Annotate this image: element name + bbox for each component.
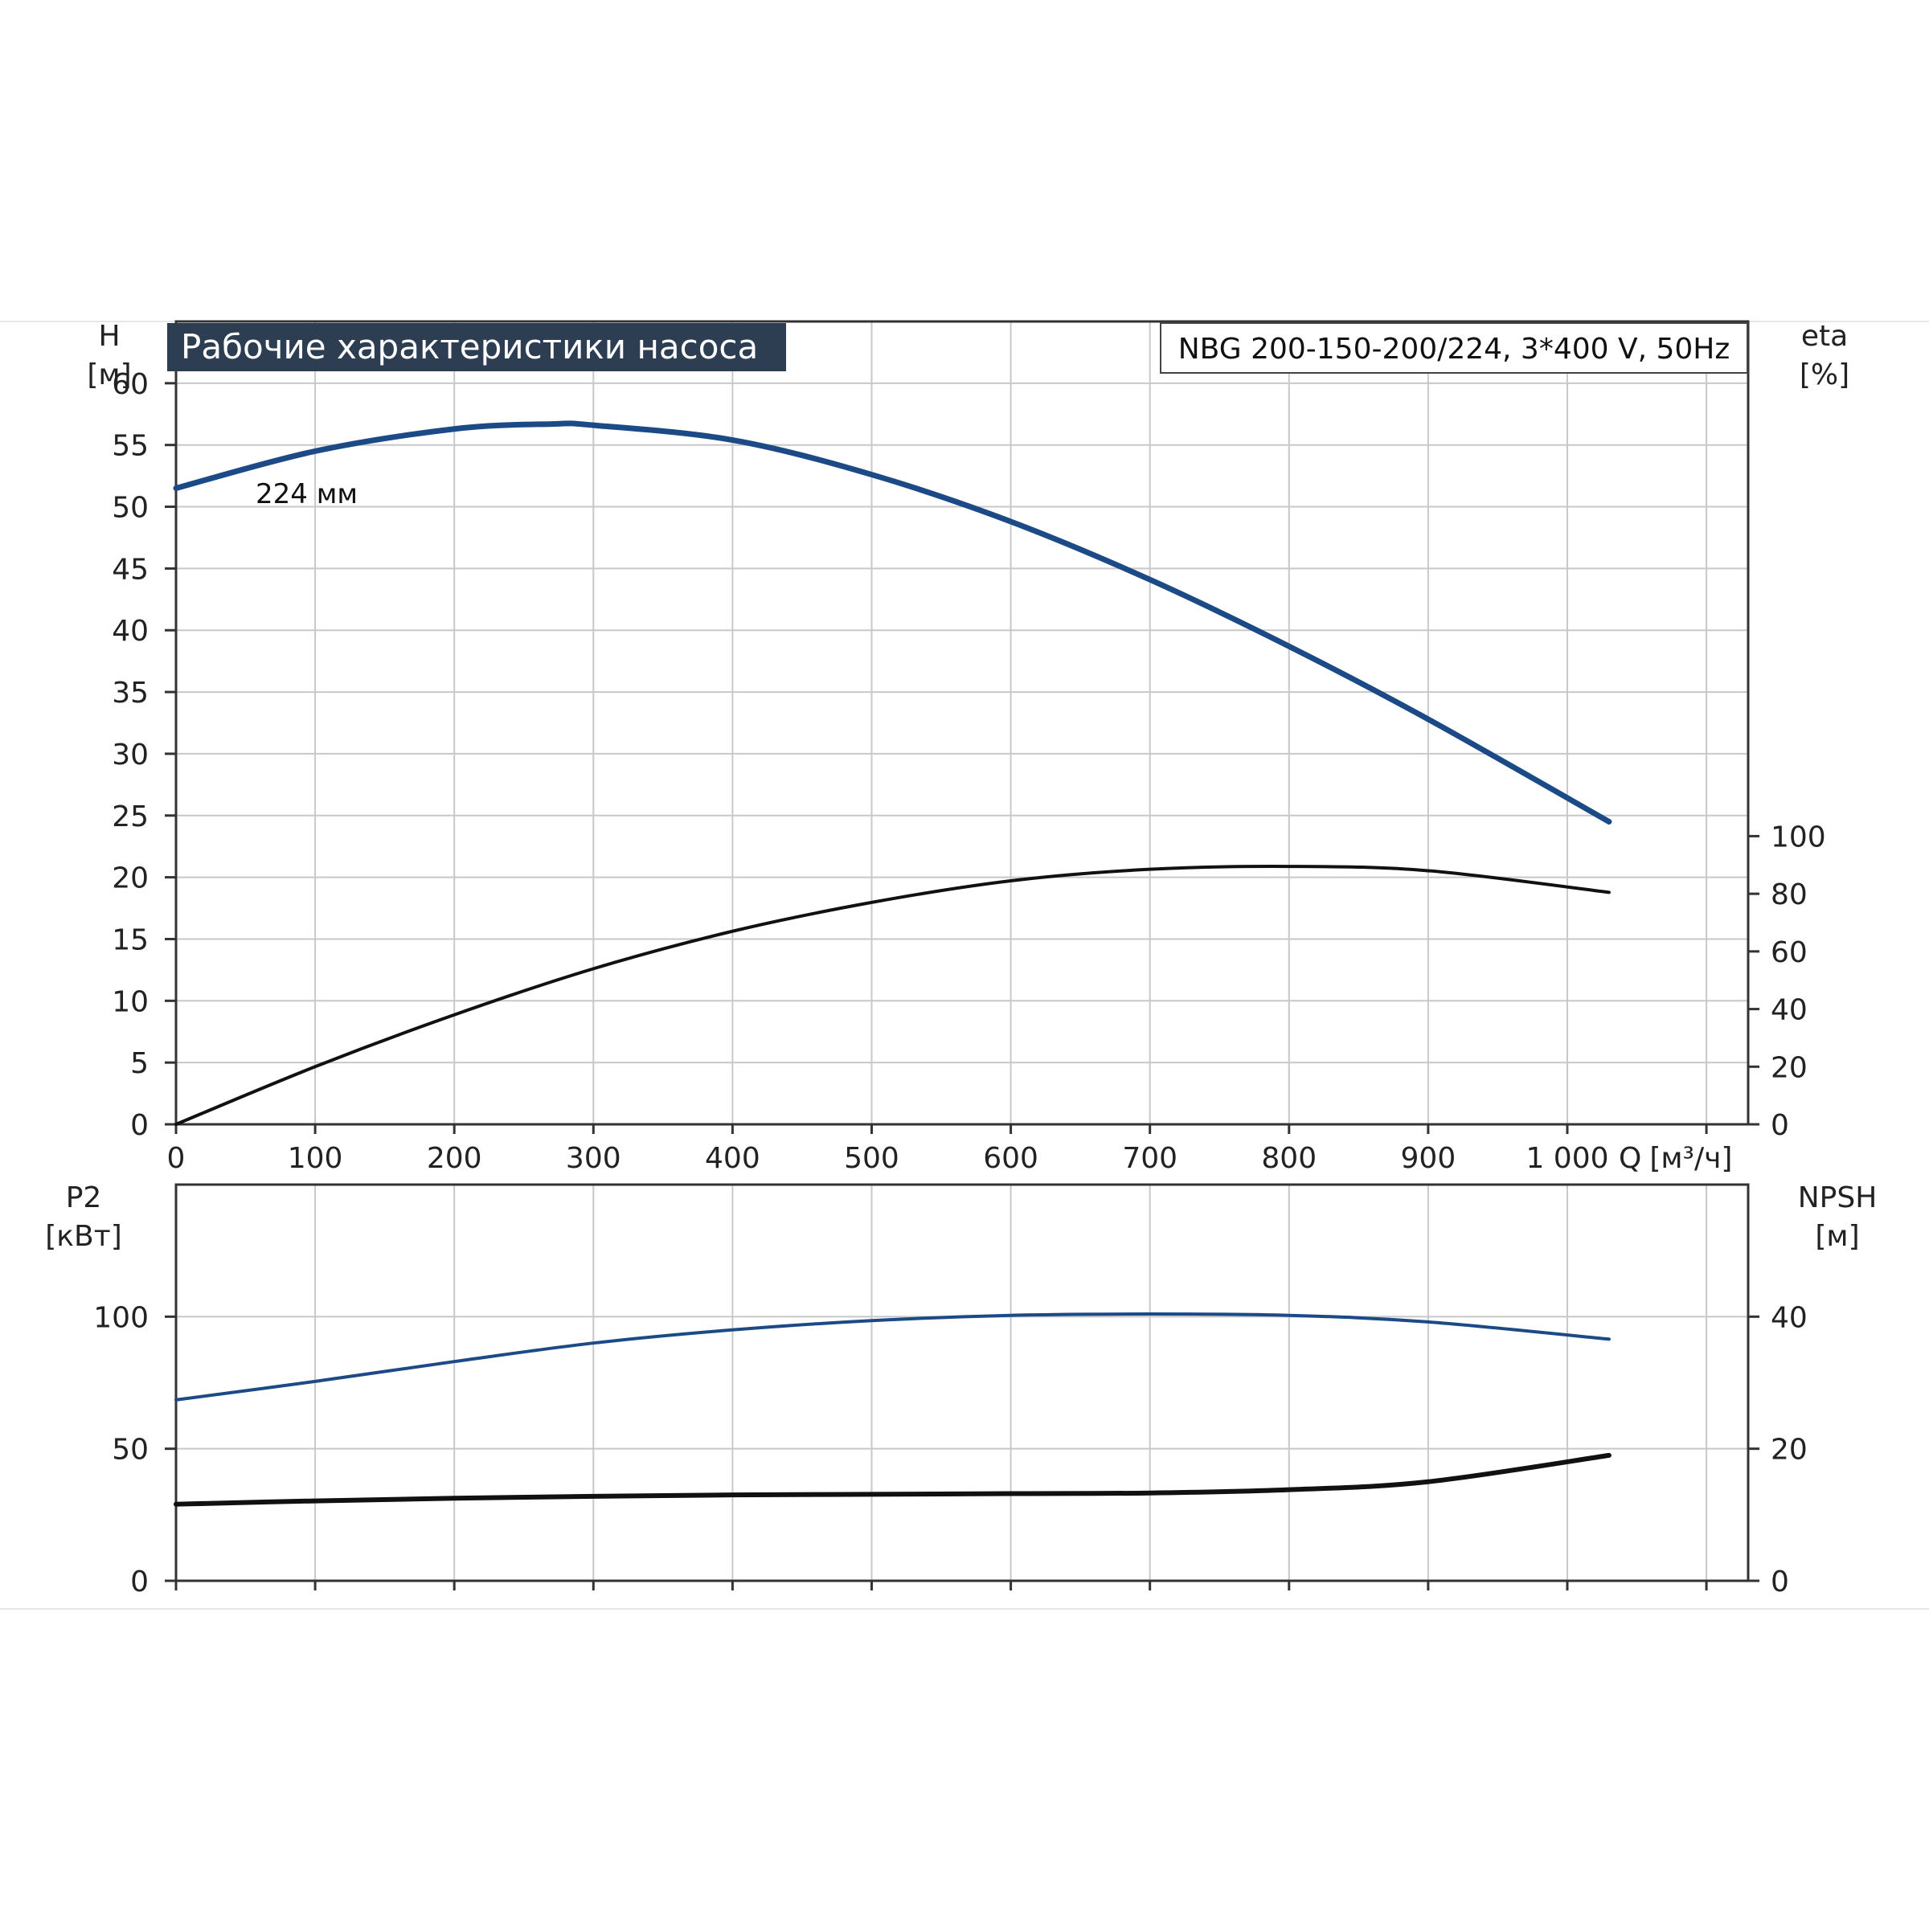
- npsh-axis-unit: [м]: [1815, 1220, 1859, 1253]
- top-left-tick-label: 15: [112, 923, 149, 956]
- x-axis-unit: [м³/ч]: [1649, 1142, 1732, 1175]
- top-series-0-line: [173, 420, 1612, 825]
- top-right-tick-label: 80: [1771, 878, 1808, 911]
- top-right-tick-label: 0: [1771, 1109, 1789, 1142]
- top-left-tick-label: 0: [130, 1109, 149, 1142]
- x-axis-label: Q [м³/ч]: [1619, 1142, 1732, 1175]
- bottom-left-tick-label: 0: [130, 1566, 149, 1598]
- model-label: NBG 200-150-200/224, 3*400 V, 50Hz: [1178, 333, 1730, 366]
- x-tick-label: 600: [983, 1142, 1038, 1175]
- x-tick-label: 900: [1401, 1142, 1456, 1175]
- curves: [173, 420, 1612, 1507]
- npsh-axis-label: NPSH: [1798, 1181, 1878, 1214]
- impeller-annotation: 224 мм: [256, 478, 358, 510]
- bottom-series-1-line: [174, 1452, 1612, 1507]
- bottom-panel-frame: [174, 1183, 1750, 1582]
- h-axis-unit: [м]: [87, 358, 131, 391]
- top-right-tick-label: 20: [1771, 1051, 1808, 1084]
- x-tick-label: 700: [1122, 1142, 1177, 1175]
- h-axis-label: H: [98, 320, 120, 353]
- top-left-tick-label: 30: [112, 739, 149, 772]
- p2-axis-unit: [кВт]: [45, 1220, 122, 1253]
- bottom-right-tick-label: 0: [1771, 1566, 1789, 1598]
- top-grid: [175, 321, 1748, 1125]
- p2-axis-label: P2: [66, 1181, 102, 1214]
- top-left-tick-label: 45: [112, 553, 149, 586]
- x-tick-label: 300: [566, 1142, 621, 1175]
- x-tick-label: 100: [288, 1142, 343, 1175]
- bottom-series-0-line: [174, 1312, 1611, 1402]
- x-tick-label: 800: [1261, 1142, 1317, 1175]
- top-series-1-line: [174, 865, 1611, 1126]
- top-left-tick-label: 10: [112, 985, 149, 1018]
- top-right-tick-label: 100: [1771, 821, 1826, 853]
- x-tick-label: 0: [167, 1142, 186, 1175]
- top-panel-frame: [174, 320, 1750, 1126]
- eta-axis-label: eta: [1801, 320, 1848, 353]
- bottom-right-tick-label: 40: [1771, 1301, 1808, 1334]
- title-background: [167, 323, 786, 371]
- x-tick-label: 400: [705, 1142, 760, 1175]
- bottom-left-tick-label: 50: [112, 1434, 149, 1467]
- top-right-tick-label: 40: [1771, 994, 1808, 1027]
- eta-axis-unit: [%]: [1800, 358, 1849, 391]
- top-left-tick-label: 20: [112, 862, 149, 895]
- model-box: [1160, 322, 1748, 374]
- bottom-left-tick-label: 100: [93, 1301, 149, 1334]
- top-left-tick-label: 25: [112, 800, 149, 833]
- top-left-tick-label: 50: [112, 492, 149, 525]
- top-left-tick-label: 35: [112, 677, 149, 710]
- x-tick-label: 1 000: [1526, 1142, 1608, 1175]
- x-tick-label: 200: [427, 1142, 482, 1175]
- x-tick-label: 500: [844, 1142, 899, 1175]
- bottom-grid: [175, 1185, 1748, 1582]
- top-left-tick-label: 55: [112, 430, 149, 463]
- bottom-right-tick-label: 20: [1771, 1434, 1808, 1467]
- top-right-tick-label: 60: [1771, 936, 1808, 969]
- x-axis-q: Q: [1619, 1142, 1641, 1175]
- chart-title: Рабочие характеристики насоса: [181, 327, 758, 366]
- top-left-tick-label: 60: [112, 368, 149, 401]
- top-left-tick-label: 5: [130, 1047, 149, 1080]
- top-left-tick-label: 40: [112, 615, 149, 648]
